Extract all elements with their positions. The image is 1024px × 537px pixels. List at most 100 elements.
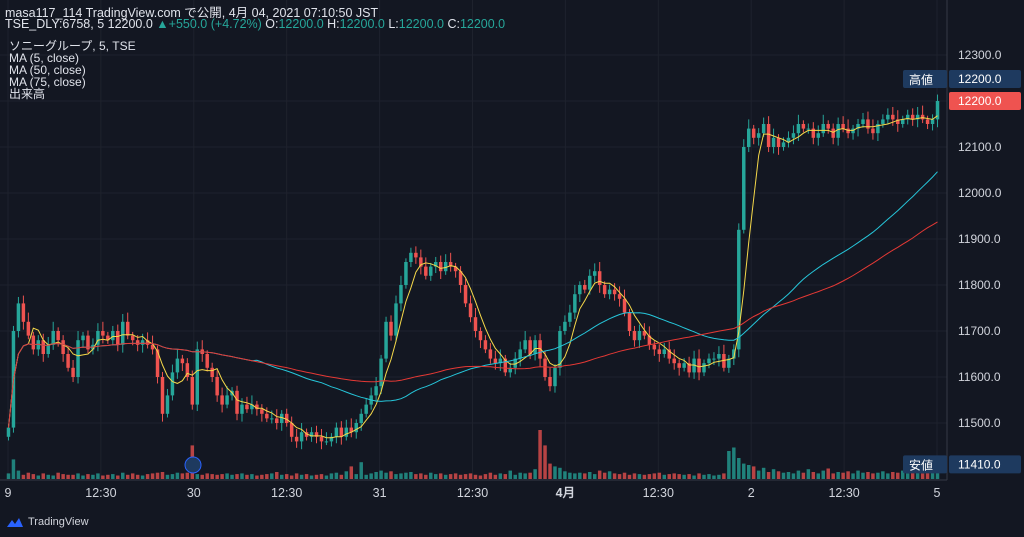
candle-body	[225, 395, 229, 405]
candle-body	[851, 128, 855, 134]
volume-bar	[215, 474, 219, 479]
price-tags: 高値 12200.0 12200.0 安値 11410.0	[903, 70, 1021, 474]
brand-logo[interactable]: TradingView	[6, 516, 89, 528]
candle-body	[886, 114, 890, 120]
volume-bar	[140, 475, 145, 479]
volume-bar	[796, 470, 801, 479]
candle-body	[801, 124, 806, 129]
volume-bar	[116, 475, 120, 479]
candle-body	[493, 358, 498, 364]
price-tick-label: 12300.0	[958, 48, 1002, 62]
volume-bar	[170, 474, 175, 479]
close-label: C:	[447, 17, 460, 31]
volume-bar	[607, 471, 612, 479]
candle-body	[588, 275, 592, 290]
candle-body	[26, 321, 31, 336]
candle-body	[573, 294, 577, 313]
candle-body	[66, 354, 70, 368]
candle-body	[528, 340, 532, 354]
volume-bar	[106, 474, 110, 479]
candle-body	[831, 128, 835, 138]
volume-bar	[344, 471, 349, 479]
volume-bar	[409, 472, 413, 479]
candle-body	[235, 390, 239, 414]
volume-bar	[588, 472, 592, 479]
legend-title[interactable]: ソニーグループ, 5, TSE	[9, 39, 136, 53]
volume-bar	[756, 470, 761, 479]
candle-body	[632, 331, 637, 341]
candle-body	[558, 331, 562, 368]
candle-body	[925, 119, 930, 124]
volume-bar	[622, 472, 627, 479]
candle-body	[71, 367, 75, 377]
legend-ma50[interactable]: MA (50, close)	[9, 63, 86, 77]
dividend-marker[interactable]	[184, 456, 202, 474]
volume-bar	[737, 458, 741, 479]
candle-body	[16, 303, 21, 331]
candle-body	[712, 358, 716, 360]
volume-bar	[155, 472, 160, 479]
volume-bar	[205, 473, 209, 479]
candle-body	[334, 427, 339, 437]
candle-body	[240, 404, 244, 414]
volume-bar	[553, 466, 557, 479]
candle-body	[21, 303, 26, 322]
volume-bar	[886, 473, 890, 479]
candle-body	[930, 119, 935, 124]
volume-bar	[722, 473, 726, 479]
legend-ma5[interactable]: MA (5, close)	[9, 51, 80, 65]
candle-body	[766, 124, 771, 147]
legend-ma75[interactable]: MA (75, close)	[9, 75, 86, 89]
volume-bar	[523, 473, 527, 479]
candle-body	[816, 133, 821, 138]
volume-bar	[697, 473, 701, 479]
volume-bar	[672, 473, 676, 479]
volume-bar	[429, 472, 433, 479]
volume-bar	[195, 474, 200, 479]
price-tick-label: 12100.0	[958, 140, 1002, 154]
candle-body	[478, 331, 483, 341]
high-value: 12200.0	[339, 17, 385, 31]
volume-bar	[130, 473, 135, 479]
volume-bar	[56, 472, 60, 479]
volume-bar	[364, 474, 368, 479]
price-tick-label: 11900.0	[958, 232, 1001, 246]
candle-body	[31, 335, 36, 350]
candle-body	[354, 423, 358, 433]
volume-bar	[687, 474, 691, 479]
candle-body	[826, 124, 830, 129]
volume-bar	[846, 471, 850, 479]
candle-body	[324, 441, 329, 443]
candle-body	[81, 335, 85, 341]
volume-bar	[399, 473, 403, 479]
candle-body	[742, 147, 746, 230]
time-axis[interactable]: 9 12:30 30 12:30 31 12:30 4月 12:30 2 12:30 5	[5, 486, 941, 500]
candle-body	[538, 340, 542, 359]
candle-body	[687, 363, 691, 373]
volume-bar	[265, 474, 269, 479]
volume-bar	[518, 472, 522, 479]
candle-body	[518, 349, 522, 359]
volume-bar	[632, 473, 637, 479]
volume-bar	[508, 470, 512, 479]
volume-bar	[538, 430, 542, 479]
indicator-legend[interactable]: ソニーグループ, 5, TSE MA (5, close) MA (50, cl…	[9, 40, 136, 100]
volume-bar	[11, 459, 16, 479]
candle-body	[116, 331, 120, 345]
candle-body	[657, 349, 662, 354]
candle-body	[523, 340, 527, 350]
volume-bar	[826, 468, 830, 479]
price-tick-label: 11800.0	[958, 278, 1001, 292]
volume-bar	[16, 470, 21, 479]
candle-body	[488, 349, 493, 359]
price-axis[interactable]: 12300.0 12100.0 12000.0 11900.0 11800.0 11700…	[958, 48, 1002, 430]
legend-volume[interactable]: 出来高	[9, 87, 46, 101]
candle-body	[121, 321, 125, 345]
volume-bar	[667, 474, 671, 479]
candle-body	[756, 133, 761, 138]
candle-body	[399, 285, 403, 304]
candle-body	[46, 344, 50, 354]
candle-body	[677, 363, 681, 368]
candle-body	[429, 266, 433, 276]
